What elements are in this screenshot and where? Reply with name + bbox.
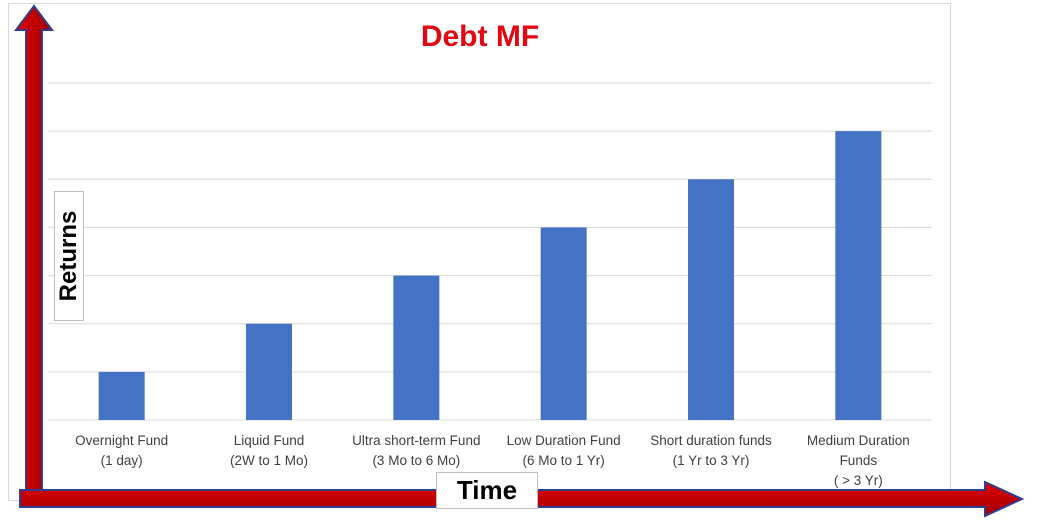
x-tick-label: Medium Duration Funds ( > 3 Yr) <box>783 431 933 491</box>
x-tick-label-line: Funds <box>839 453 878 468</box>
y-axis-label-box <box>54 191 84 321</box>
bar <box>540 227 587 420</box>
x-tick-label-line: (3 Mo to 6 Mo) <box>372 453 461 468</box>
x-tick-label-line: Ultra short-term Fund <box>352 433 481 448</box>
x-tick-label-line: (6 Mo to 1 Yr) <box>522 453 605 468</box>
x-tick-label: Ultra short-term Fund (3 Mo to 6 Mo) <box>341 431 491 471</box>
x-tick-label-line: Medium Duration <box>806 433 910 448</box>
x-tick-label-line: ( > 3 Yr) <box>833 473 883 488</box>
x-tick-label-line: (2W to 1 Mo) <box>229 453 308 468</box>
grid-lines <box>48 82 932 421</box>
x-tick-label-line: Liquid Fund <box>233 433 305 448</box>
bar <box>688 179 734 420</box>
y-axis-label: Returns <box>55 210 82 302</box>
x-tick-label-line: Overnight Fund <box>75 433 169 448</box>
x-tick-label-line: Low Duration Fund <box>506 433 621 448</box>
bar <box>246 323 292 420</box>
bar <box>98 371 145 420</box>
x-tick-label-line: (1 Yr to 3 Yr) <box>672 453 750 468</box>
x-tick-label-line: (1 day) <box>100 453 143 468</box>
x-tick-label: Overnight Fund (1 day) <box>47 431 197 471</box>
y-axis-arrow <box>14 4 54 499</box>
x-tick-label: Low Duration Fund (6 Mo to 1 Yr) <box>489 431 639 471</box>
x-tick-label: Liquid Fund (2W to 1 Mo) <box>194 431 344 471</box>
x-axis-label: Time <box>436 472 538 509</box>
x-tick-label: Short duration funds (1 Yr to 3 Yr) <box>636 431 786 471</box>
x-tick-label-line: Short duration funds <box>650 433 772 448</box>
bars <box>98 131 882 420</box>
bar <box>835 131 882 420</box>
chart-title: Debt MF <box>420 20 540 53</box>
bar <box>393 275 440 420</box>
